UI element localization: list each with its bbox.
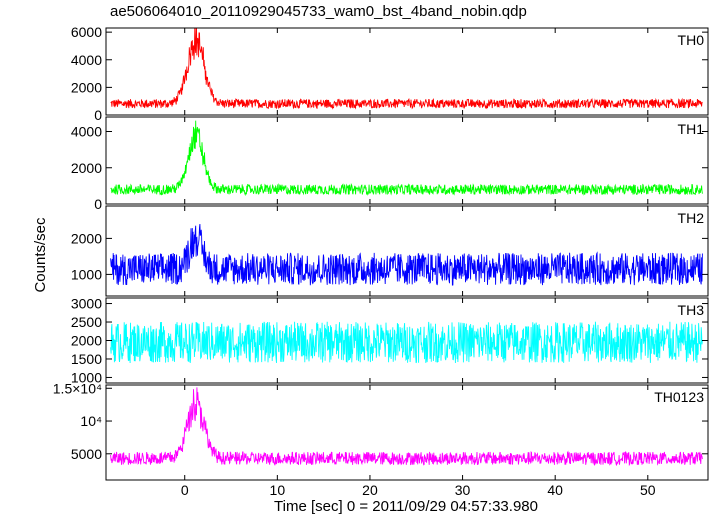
y-axis-label: Counts/sec <box>32 217 49 293</box>
x-tick-label: 40 <box>547 482 563 498</box>
y-tick-label: 2000 <box>71 230 102 246</box>
y-tick-label: 2000 <box>71 79 102 95</box>
panel-label: TH1 <box>678 121 705 137</box>
series-th3 <box>110 321 703 364</box>
x-tick-label: 10 <box>270 482 286 498</box>
series-th1 <box>110 120 703 197</box>
y-tick-label: 0 <box>94 107 102 123</box>
series-th2 <box>110 223 703 286</box>
series-th0 <box>110 27 703 110</box>
panel-label: TH3 <box>678 302 705 318</box>
x-axis-label: Time [sec] 0 = 2011/09/29 04:57:33.980 <box>274 498 538 515</box>
panel-frame <box>105 27 709 116</box>
y-tick-label: 1.5×10⁴ <box>53 380 102 396</box>
y-tick-label: 2500 <box>71 314 102 330</box>
panel-th3: 1000 1500 2000 2500 3000 TH3 <box>71 296 709 385</box>
y-tick-label: 1500 <box>71 351 102 367</box>
panel-th0123: 5000 10⁴ 1.5×10⁴ TH0123 <box>53 380 709 481</box>
panel-label: TH0123 <box>654 389 704 405</box>
panel-frame <box>105 384 709 481</box>
panel-th1: 0 2000 4000 TH1 <box>71 116 709 212</box>
series-th0123 <box>110 387 703 467</box>
panel-th2: 1000 2000 TH2 <box>71 205 709 297</box>
y-tick-label: 4000 <box>71 52 102 68</box>
panel-th0: 0 2000 4000 6000 TH0 <box>71 24 709 123</box>
y-tick-label: 1000 <box>71 266 102 282</box>
x-tick-label: 30 <box>455 482 471 498</box>
y-tick-label: 1000 <box>71 369 102 385</box>
y-tick-label: 3000 <box>71 296 102 312</box>
y-tick-label: 5000 <box>71 446 102 462</box>
y-tick-label: 0 <box>94 196 102 212</box>
panel-frame <box>105 116 709 205</box>
y-tick-label: 2000 <box>71 333 102 349</box>
y-tick-label: 4000 <box>71 124 102 140</box>
x-tick-label: 20 <box>362 482 378 498</box>
y-tick-label: 10⁴ <box>80 413 102 429</box>
panel-label: TH0 <box>678 32 705 48</box>
y-tick-label: 6000 <box>71 24 102 40</box>
x-tick-label: 50 <box>640 482 656 498</box>
x-axis: 0 10 20 30 40 50 <box>181 482 656 498</box>
y-tick-label: 2000 <box>71 160 102 176</box>
x-tick-label: 0 <box>181 482 189 498</box>
panel-frame <box>105 205 709 297</box>
chart-title: ae506064010_20110929045733_wam0_bst_4ban… <box>110 3 527 20</box>
panel-label: TH2 <box>678 210 705 226</box>
